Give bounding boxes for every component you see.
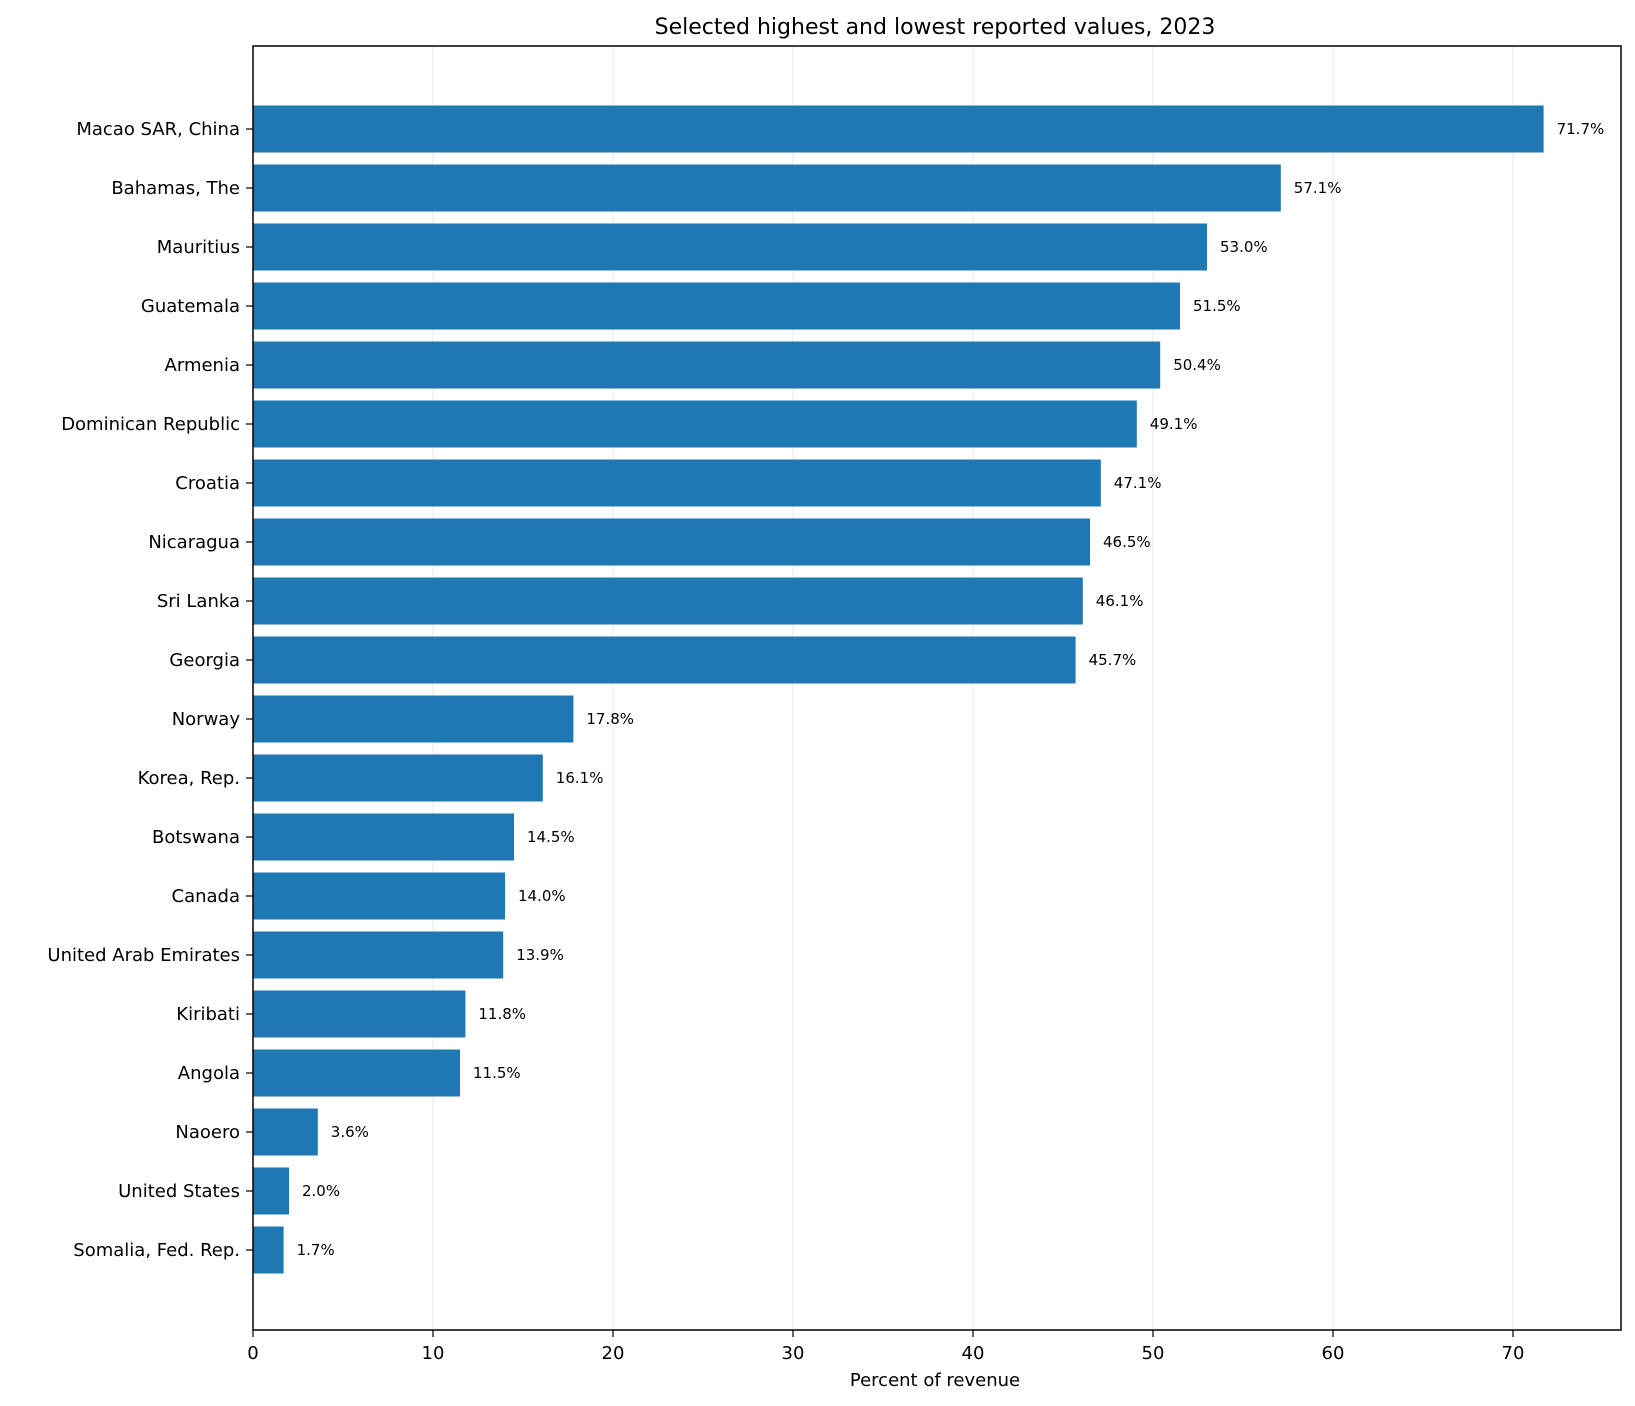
bar-value-label: 46.1%: [1096, 592, 1144, 610]
y-tick-label: Sri Lanka: [157, 591, 240, 612]
bar: [253, 400, 1137, 448]
data-labels: 71.7% 57.1% 53.0% 51.5% 50.4% 49.1% 47.1% 46.5%…: [297, 120, 1605, 1259]
bar: [253, 518, 1090, 566]
y-tick-label: Nicaragua: [148, 532, 240, 553]
bar-value-label: 14.5%: [527, 828, 575, 846]
y-tick-label: Guatemala: [141, 296, 240, 317]
y-tick-label: Dominican Republic: [61, 414, 240, 435]
y-tick-label: United Arab Emirates: [47, 945, 240, 966]
bar-value-label: 50.4%: [1173, 356, 1221, 374]
y-tick-label: Armenia: [165, 355, 240, 376]
bar: [253, 990, 466, 1038]
bar-value-label: 47.1%: [1114, 474, 1162, 492]
x-tick-label: 70: [1502, 1343, 1525, 1364]
bars: [253, 105, 1544, 1274]
bar-value-label: 3.6%: [331, 1123, 369, 1141]
y-tick-label: Kiribati: [176, 1004, 240, 1025]
x-tick-label: 40: [962, 1343, 985, 1364]
bar-value-label: 49.1%: [1150, 415, 1198, 433]
bar: [253, 577, 1083, 625]
x-axis: 0 10 20 30 40 50 60 70: [247, 1330, 1524, 1364]
y-tick-label: Bahamas, The: [111, 178, 240, 199]
x-tick-label: 60: [1322, 1343, 1345, 1364]
x-tick-label: 20: [602, 1343, 625, 1364]
bar: [253, 695, 574, 743]
y-tick-label: Botswana: [152, 827, 240, 848]
bar: [253, 872, 505, 920]
bar-value-label: 16.1%: [556, 769, 604, 787]
bar: [253, 459, 1101, 507]
bar-value-label: 17.8%: [586, 710, 634, 728]
bar: [253, 931, 504, 979]
bar-value-label: 71.7%: [1557, 120, 1605, 138]
bar: [253, 1167, 289, 1215]
bar: [253, 164, 1281, 212]
y-tick-label: United States: [118, 1181, 240, 1202]
y-tick-label: Macao SAR, China: [76, 119, 240, 140]
y-tick-label: Korea, Rep.: [138, 768, 240, 789]
x-tick-label: 30: [782, 1343, 805, 1364]
bar-value-label: 11.5%: [473, 1064, 521, 1082]
bar-value-label: 1.7%: [297, 1241, 335, 1259]
bar: [253, 282, 1180, 330]
bar: [253, 105, 1544, 153]
bar-value-label: 11.8%: [478, 1005, 526, 1023]
bar-value-label: 46.5%: [1103, 533, 1151, 551]
bar-value-label: 45.7%: [1089, 651, 1137, 669]
bar: [253, 636, 1076, 684]
y-tick-label: Georgia: [169, 650, 240, 671]
bar: [253, 1226, 284, 1274]
y-tick-label: Angola: [178, 1063, 240, 1084]
bar: [253, 341, 1161, 389]
y-tick-label: Somalia, Fed. Rep.: [73, 1240, 240, 1261]
bar-value-label: 57.1%: [1294, 179, 1342, 197]
bar: [253, 754, 543, 802]
y-tick-label: Naoero: [175, 1122, 240, 1143]
y-tick-label: Canada: [172, 886, 241, 907]
bar: [253, 223, 1207, 271]
bar: [253, 813, 514, 861]
y-tick-label: Norway: [172, 709, 241, 730]
bar-value-label: 53.0%: [1220, 238, 1268, 256]
bar-value-label: 13.9%: [516, 946, 564, 964]
bar-value-label: 14.0%: [518, 887, 566, 905]
x-axis-label: Percent of revenue: [850, 1370, 1020, 1391]
bar: [253, 1108, 318, 1156]
y-tick-label: Mauritius: [157, 237, 240, 258]
y-axis: Macao SAR, China Bahamas, The Mauritius Gua…: [47, 119, 253, 1261]
bar-value-label: 2.0%: [302, 1182, 340, 1200]
bar: [253, 1049, 460, 1097]
x-tick-label: 10: [422, 1343, 445, 1364]
x-tick-label: 50: [1142, 1343, 1165, 1364]
x-tick-label: 0: [247, 1343, 258, 1364]
plot-frame: [252, 45, 1622, 1331]
bar-value-label: 51.5%: [1193, 297, 1241, 315]
y-tick-label: Croatia: [175, 473, 240, 494]
chart-title: Selected highest and lowest reported val…: [655, 15, 1216, 40]
